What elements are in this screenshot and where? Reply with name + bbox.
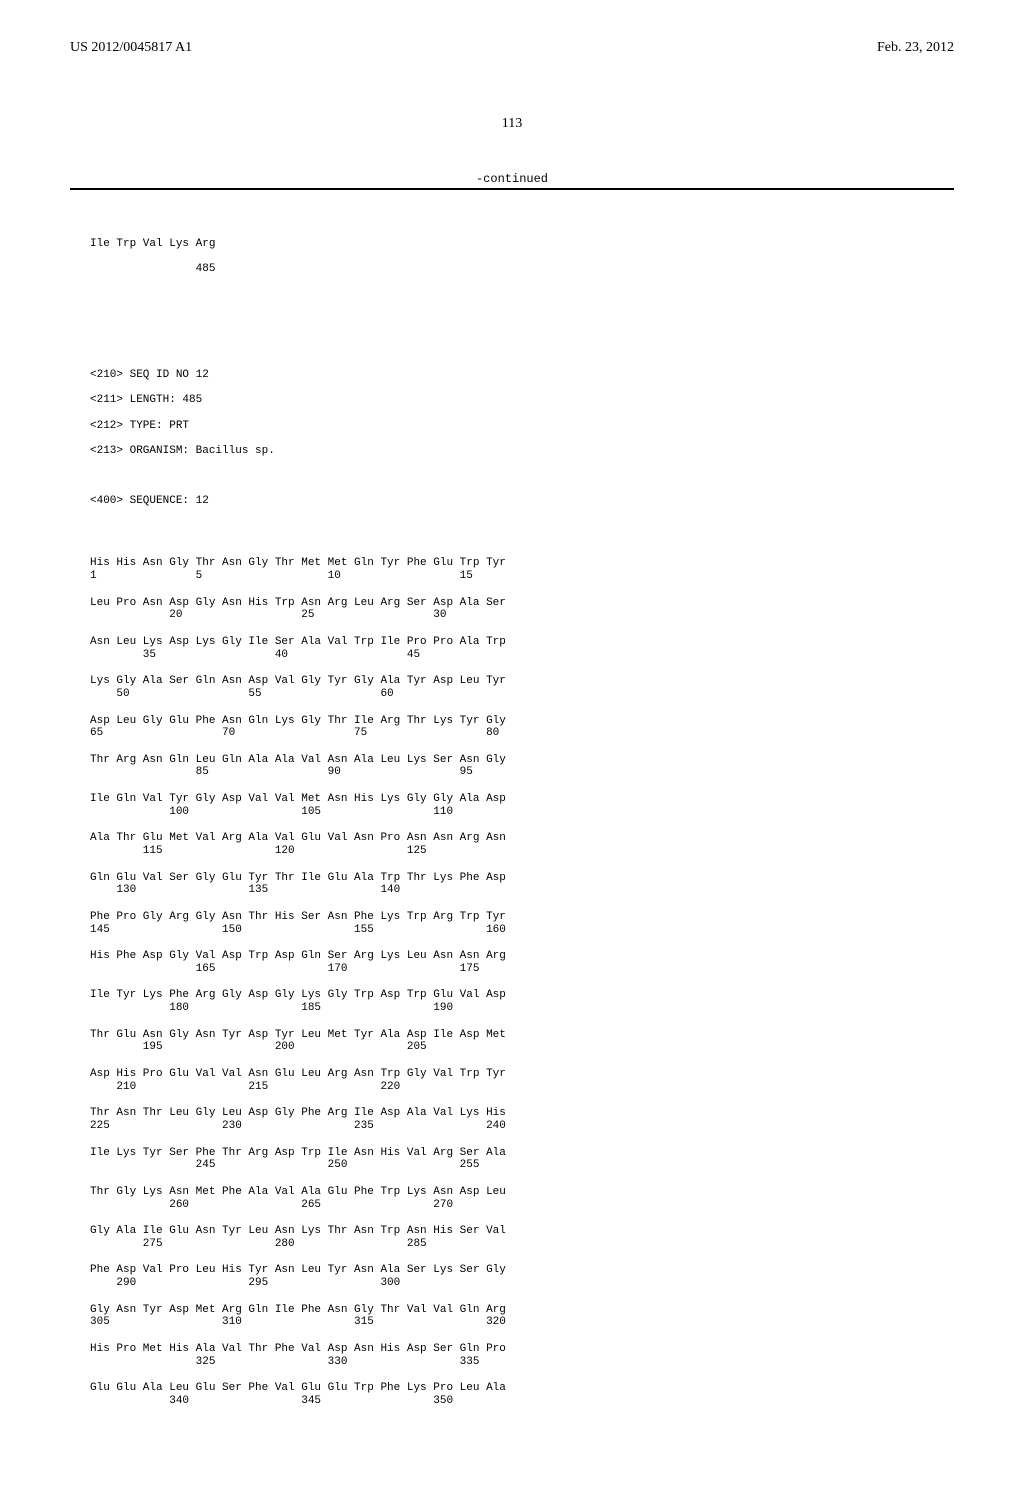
sequence-row: Leu Pro Asn Asp Gly Asn His Trp Asn Arg … xyxy=(90,597,954,622)
sequence-row: Thr Gly Lys Asn Met Phe Ala Val Ala Glu … xyxy=(90,1186,954,1211)
prior-seq-tail: Ile Trp Val Lys Arg 485 xyxy=(90,225,954,288)
residue-line: Asp His Pro Glu Val Val Asn Glu Leu Arg … xyxy=(90,1068,954,1081)
position-line: 35 40 45 xyxy=(90,649,954,662)
sequence-row: Ile Lys Tyr Ser Phe Thr Arg Asp Trp Ile … xyxy=(90,1147,954,1172)
position-line: 260 265 270 xyxy=(90,1199,954,1212)
sequence-row: Asp Leu Gly Glu Phe Asn Gln Lys Gly Thr … xyxy=(90,715,954,740)
position-line: 180 185 190 xyxy=(90,1002,954,1015)
continued-label: -continued xyxy=(70,172,954,186)
sequence-row: His Phe Asp Gly Val Asp Trp Asp Gln Ser … xyxy=(90,950,954,975)
residue-line: Lys Gly Ala Ser Gln Asn Asp Val Gly Tyr … xyxy=(90,675,954,688)
seq-header-210: <210> SEQ ID NO 12 xyxy=(90,369,954,382)
sequence-listing: Ile Trp Val Lys Arg 485 <210> SEQ ID NO … xyxy=(90,200,954,1447)
residue-line: Asp Leu Gly Glu Phe Asn Gln Lys Gly Thr … xyxy=(90,715,954,728)
page-header: US 2012/0045817 A1 Feb. 23, 2012 xyxy=(70,40,954,56)
sequence-row: Ala Thr Glu Met Val Arg Ala Val Glu Val … xyxy=(90,832,954,857)
residue-line: Thr Gly Lys Asn Met Phe Ala Val Ala Glu … xyxy=(90,1186,954,1199)
sequence-row: Thr Arg Asn Gln Leu Gln Ala Ala Val Asn … xyxy=(90,754,954,779)
position-line: 85 90 95 xyxy=(90,766,954,779)
position-line: 340 345 350 xyxy=(90,1395,954,1408)
position-line: 290 295 300 xyxy=(90,1277,954,1290)
seq-header-213: <213> ORGANISM: Bacillus sp. xyxy=(90,445,954,458)
spacer xyxy=(90,470,954,482)
publication-date: Feb. 23, 2012 xyxy=(877,40,954,56)
sequence-row: His His Asn Gly Thr Asn Gly Thr Met Met … xyxy=(90,557,954,582)
position-line: 325 330 335 xyxy=(90,1356,954,1369)
spacer xyxy=(90,328,954,344)
divider xyxy=(70,188,954,190)
tail-residues: Ile Trp Val Lys Arg xyxy=(90,238,954,251)
residue-line: Ile Tyr Lys Phe Arg Gly Asp Gly Lys Gly … xyxy=(90,989,954,1002)
residue-line: His Phe Asp Gly Val Asp Trp Asp Gln Ser … xyxy=(90,950,954,963)
seq-header-212: <212> TYPE: PRT xyxy=(90,420,954,433)
residue-line: Thr Asn Thr Leu Gly Leu Asp Gly Phe Arg … xyxy=(90,1107,954,1120)
position-line: 100 105 110 xyxy=(90,806,954,819)
sequence-row: Lys Gly Ala Ser Gln Asn Asp Val Gly Tyr … xyxy=(90,675,954,700)
position-line: 165 170 175 xyxy=(90,963,954,976)
position-line: 20 25 30 xyxy=(90,609,954,622)
residue-line: His His Asn Gly Thr Asn Gly Thr Met Met … xyxy=(90,557,954,570)
sequence-row: Gln Glu Val Ser Gly Glu Tyr Thr Ile Glu … xyxy=(90,872,954,897)
position-line: 225 230 235 240 xyxy=(90,1120,954,1133)
position-line: 275 280 285 xyxy=(90,1238,954,1251)
residue-line: Ile Lys Tyr Ser Phe Thr Arg Asp Trp Ile … xyxy=(90,1147,954,1160)
sequence-row: Phe Pro Gly Arg Gly Asn Thr His Ser Asn … xyxy=(90,911,954,936)
sequence-row: Ile Tyr Lys Phe Arg Gly Asp Gly Lys Gly … xyxy=(90,989,954,1014)
position-line: 245 250 255 xyxy=(90,1159,954,1172)
sequence-row: Glu Glu Ala Leu Glu Ser Phe Val Glu Glu … xyxy=(90,1382,954,1407)
position-line: 305 310 315 320 xyxy=(90,1316,954,1329)
position-line: 115 120 125 xyxy=(90,845,954,858)
residue-line: Phe Pro Gly Arg Gly Asn Thr His Ser Asn … xyxy=(90,911,954,924)
sequence-row: Asn Leu Lys Asp Lys Gly Ile Ser Ala Val … xyxy=(90,636,954,661)
residue-line: Glu Glu Ala Leu Glu Ser Phe Val Glu Glu … xyxy=(90,1382,954,1395)
residue-line: Phe Asp Val Pro Leu His Tyr Asn Leu Tyr … xyxy=(90,1264,954,1277)
page-number: 113 xyxy=(70,116,954,132)
residue-line: Ala Thr Glu Met Val Arg Ala Val Glu Val … xyxy=(90,832,954,845)
sequence-row: His Pro Met His Ala Val Thr Phe Val Asp … xyxy=(90,1343,954,1368)
residue-line: His Pro Met His Ala Val Thr Phe Val Asp … xyxy=(90,1343,954,1356)
seq-header-400: <400> SEQUENCE: 12 xyxy=(90,495,954,508)
residue-line: Gly Ala Ile Glu Asn Tyr Leu Asn Lys Thr … xyxy=(90,1225,954,1238)
tail-number: 485 xyxy=(90,263,954,276)
sequence-row: Thr Glu Asn Gly Asn Tyr Asp Tyr Leu Met … xyxy=(90,1029,954,1054)
residue-line: Gln Glu Val Ser Gly Glu Tyr Thr Ile Glu … xyxy=(90,872,954,885)
residue-line: Asn Leu Lys Asp Lys Gly Ile Ser Ala Val … xyxy=(90,636,954,649)
position-line: 210 215 220 xyxy=(90,1081,954,1094)
sequence-row: Ile Gln Val Tyr Gly Asp Val Val Met Asn … xyxy=(90,793,954,818)
position-line: 50 55 60 xyxy=(90,688,954,701)
residue-line: Thr Arg Asn Gln Leu Gln Ala Ala Val Asn … xyxy=(90,754,954,767)
spacer xyxy=(90,520,954,532)
sequence-row: Gly Ala Ile Glu Asn Tyr Leu Asn Lys Thr … xyxy=(90,1225,954,1250)
sequence-row: Thr Asn Thr Leu Gly Leu Asp Gly Phe Arg … xyxy=(90,1107,954,1132)
position-line: 1 5 10 15 xyxy=(90,570,954,583)
residue-line: Leu Pro Asn Asp Gly Asn His Trp Asn Arg … xyxy=(90,597,954,610)
position-line: 65 70 75 80 xyxy=(90,727,954,740)
position-line: 145 150 155 160 xyxy=(90,924,954,937)
sequence-row: Gly Asn Tyr Asp Met Arg Gln Ile Phe Asn … xyxy=(90,1304,954,1329)
position-line: 130 135 140 xyxy=(90,884,954,897)
residue-line: Thr Glu Asn Gly Asn Tyr Asp Tyr Leu Met … xyxy=(90,1029,954,1042)
sequence-row: Asp His Pro Glu Val Val Asn Glu Leu Arg … xyxy=(90,1068,954,1093)
residue-line: Ile Gln Val Tyr Gly Asp Val Val Met Asn … xyxy=(90,793,954,806)
sequence-row: Phe Asp Val Pro Leu His Tyr Asn Leu Tyr … xyxy=(90,1264,954,1289)
publication-number: US 2012/0045817 A1 xyxy=(70,40,192,56)
residue-line: Gly Asn Tyr Asp Met Arg Gln Ile Phe Asn … xyxy=(90,1304,954,1317)
position-line: 195 200 205 xyxy=(90,1041,954,1054)
seq-header-211: <211> LENGTH: 485 xyxy=(90,394,954,407)
sequence-rows: His His Asn Gly Thr Asn Gly Thr Met Met … xyxy=(90,557,954,1407)
